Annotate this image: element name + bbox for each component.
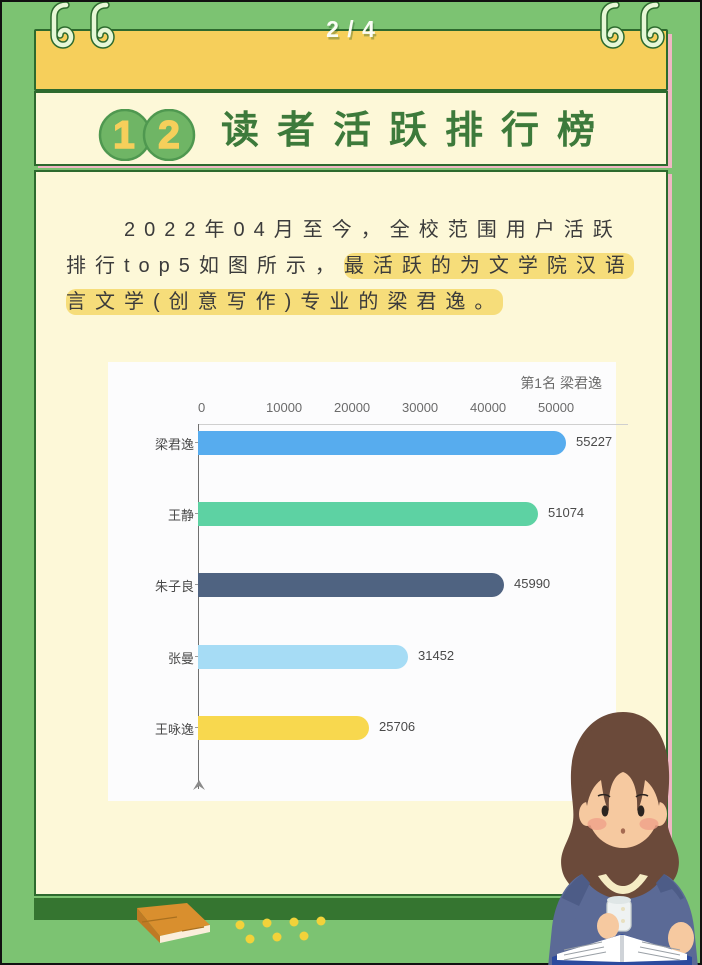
svg-text:1: 1 — [113, 114, 135, 157]
svg-text:2: 2 — [158, 114, 180, 157]
